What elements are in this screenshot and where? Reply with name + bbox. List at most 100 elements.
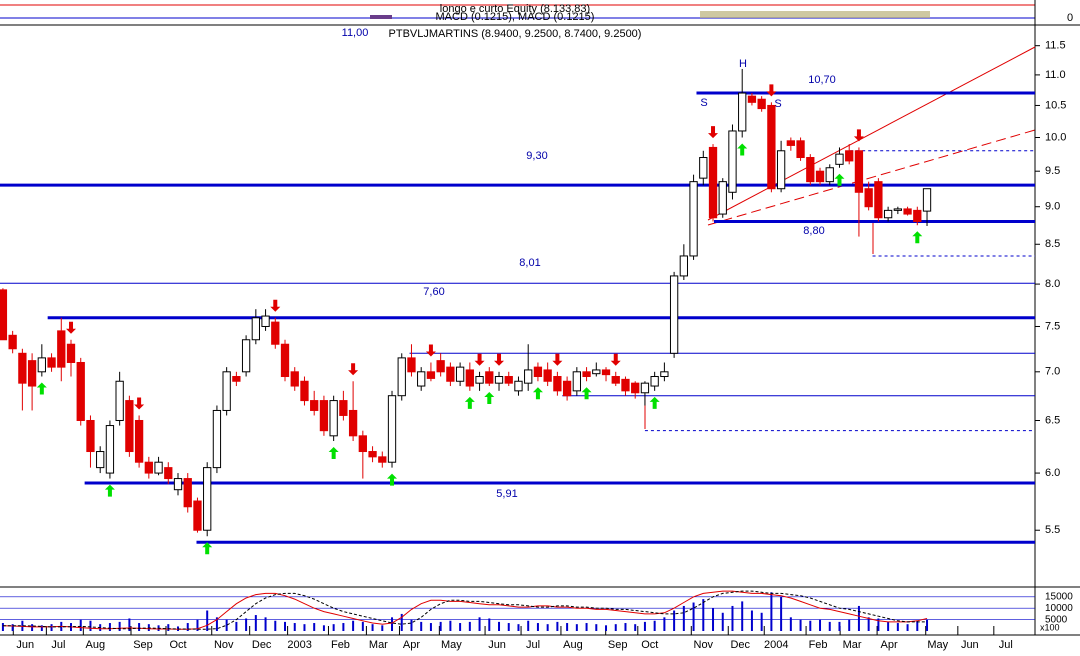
candle-body [825, 167, 834, 183]
candle-body [913, 209, 922, 222]
annotation: 10,70 [808, 74, 836, 86]
annotation: S [700, 97, 707, 109]
candle-body [786, 140, 795, 146]
trend-line [707, 46, 1036, 221]
buy-arrow [328, 447, 339, 460]
sell-arrow [134, 397, 145, 410]
candle-body [47, 357, 56, 368]
oscillator-line [2, 590, 928, 630]
x-tick-label: Aug [563, 639, 583, 651]
candle-body [514, 380, 523, 392]
sell-arrow [552, 353, 563, 366]
candle-body [27, 360, 37, 387]
annotation: 7,60 [423, 286, 444, 298]
buy-arrow [532, 387, 543, 400]
candle-body [494, 376, 504, 384]
candle-body [164, 467, 173, 480]
candle-body [261, 315, 270, 327]
annotation: H [739, 58, 747, 70]
y-tick-label: 6.5 [1045, 414, 1060, 426]
candle-body [251, 317, 260, 341]
x-tick-label: Dec [252, 639, 272, 651]
candle-body [669, 275, 679, 354]
candle-body [37, 357, 46, 373]
buy-arrow [202, 542, 213, 555]
candle-body [290, 371, 299, 387]
buy-arrow [36, 382, 47, 395]
candle-body [728, 130, 737, 193]
candle-body [592, 369, 601, 375]
volume-tick-label: 5000 [1045, 614, 1068, 625]
candle-body [368, 451, 377, 458]
candle-body [679, 255, 688, 277]
x-tick-label: Oct [169, 639, 186, 651]
candle-body [300, 380, 309, 402]
candle-body [183, 478, 192, 508]
candle-body [280, 343, 290, 378]
candle-body [485, 371, 494, 384]
buy-arrow [104, 484, 115, 497]
candle-body [767, 104, 776, 190]
candle-body [407, 357, 416, 373]
candle-body [757, 98, 766, 110]
y-tick-label: 10.0 [1045, 131, 1066, 143]
x-tick-label: Mar [843, 639, 862, 651]
x-tick-label: Feb [331, 639, 350, 651]
sell-arrow [610, 353, 621, 366]
candle-body [134, 419, 144, 463]
candle-body [640, 382, 650, 394]
candle-body [815, 170, 825, 183]
candle-body [611, 376, 620, 384]
candle-body [154, 461, 163, 474]
top-tick-label: 0 [1067, 12, 1073, 24]
chart-title: PTBVLJMARTINS (8.9400, 9.2500, 8.7400, 9… [389, 28, 642, 40]
candle-body [8, 334, 17, 350]
buy-arrow [464, 396, 475, 409]
candle-body [650, 376, 659, 387]
y-tick-label: 11.5 [1045, 40, 1066, 52]
x-tick-label: Jun [961, 639, 979, 651]
x-tick-label: Sep [133, 639, 153, 651]
candle-body [241, 339, 251, 373]
candle-body [553, 376, 562, 392]
candle-body [747, 95, 757, 103]
candle-body [776, 150, 786, 190]
y-tick-label: 9.5 [1045, 165, 1060, 177]
candle-body [57, 330, 66, 368]
candle-body [903, 208, 912, 215]
sell-arrow [853, 129, 864, 142]
sell-arrow [270, 299, 281, 312]
x-tick-label: 2003 [287, 639, 311, 651]
candle-body [339, 400, 348, 416]
sell-arrow [494, 353, 505, 366]
candle-body [533, 366, 543, 378]
y-tick-label: 11.0 [1045, 69, 1066, 81]
candle-body [212, 409, 222, 469]
candle-body [66, 343, 76, 363]
top-histogram [370, 15, 392, 19]
candle-body [436, 360, 445, 373]
candle-body [660, 371, 669, 378]
volume-tick-label: 10000 [1045, 603, 1073, 614]
annotation: 9,30 [526, 150, 547, 162]
candle-body [193, 500, 202, 531]
y-tick-label: 7.0 [1045, 366, 1060, 378]
y-tick-label: 8.5 [1045, 238, 1060, 250]
candle-body [222, 371, 231, 411]
candle-body [125, 400, 134, 453]
candle-body [115, 380, 124, 421]
candle-body [504, 376, 513, 384]
top-panel-subtitle: MACD (0.1215), MACD (0.1215) [436, 11, 595, 23]
candle-body [397, 357, 406, 397]
y-tick-label: 9.0 [1045, 201, 1060, 213]
x-tick-label: Dec [730, 639, 750, 651]
buy-arrow [737, 143, 748, 156]
candle-body [358, 435, 367, 453]
x-tick-label: Mar [369, 639, 388, 651]
x-tick-label: Jun [488, 639, 506, 651]
annotation: 5,91 [496, 488, 517, 500]
sell-arrow [425, 344, 436, 357]
x-tick-label: Jul [51, 639, 65, 651]
buy-arrow [649, 396, 660, 409]
